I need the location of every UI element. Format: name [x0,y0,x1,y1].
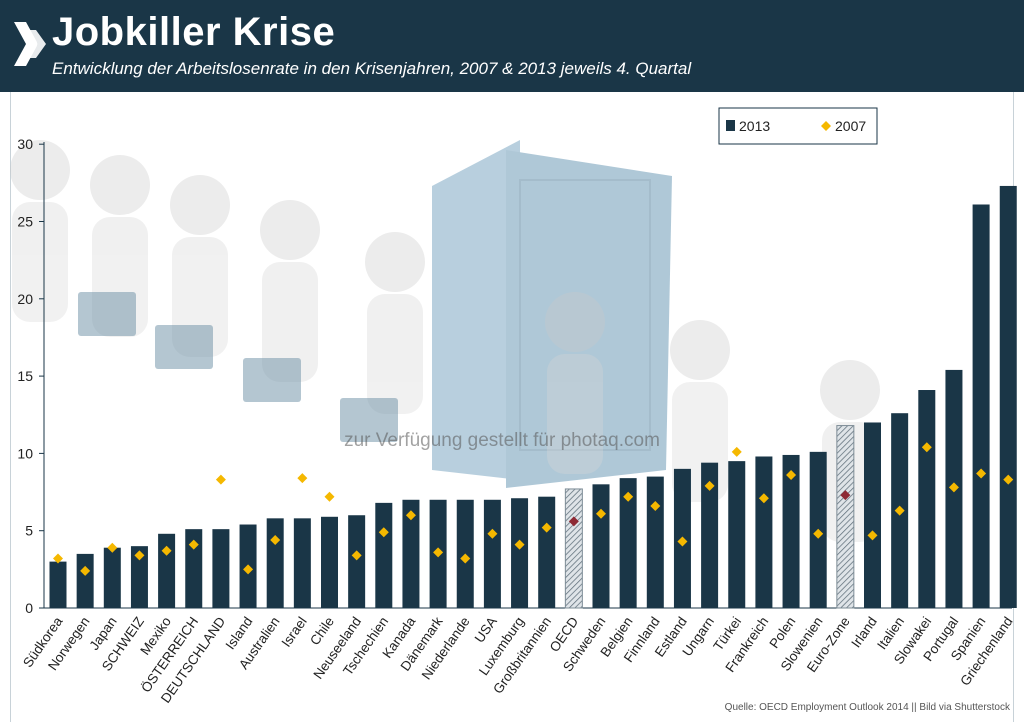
bar-2013 [103,547,121,608]
marker-2007 [270,534,281,545]
marker-2007 [677,536,688,547]
marker-2007 [297,473,308,484]
y-tick-label: 0 [25,600,33,616]
marker-2007 [568,516,579,527]
marker-2007 [650,500,661,511]
bar-2013 [212,529,230,608]
bar-2013 [918,390,936,608]
bar-2013 [538,496,556,608]
bar-2013 [564,488,583,609]
marker-2007 [623,491,634,502]
marker-2007 [80,565,91,576]
marker-2007 [324,491,335,502]
bar-2013 [158,533,176,608]
bar-2013 [619,478,637,608]
marker-2007 [758,493,769,504]
page-title: Jobkiller Krise [52,10,336,54]
marker-2007 [596,508,606,519]
markers-2007 [53,442,1014,576]
marker-2007 [134,550,145,561]
marker-2007 [107,542,118,553]
marker-2007 [53,553,63,564]
marker-2007 [161,545,172,556]
background-illustration [10,140,880,542]
legend-swatch-2007 [821,121,831,131]
bar-2013 [49,561,67,608]
marker-2007 [514,539,525,550]
bar-2013 [130,546,148,608]
marker-2007 [867,530,878,541]
legend-label-2013: 2013 [739,118,770,134]
watermark: zur Verfügung gestellt für photaq.com [344,430,660,451]
marker-2007 [894,505,905,516]
bar-2013 [836,425,855,609]
y-tick-label: 30 [17,136,33,152]
y-tick-label: 5 [25,523,33,539]
bar-2013 [864,422,881,608]
marker-2007 [786,470,797,481]
bar-2013 [511,498,529,608]
marker-2007 [976,468,987,479]
bar-2013 [348,515,366,608]
marker-2007 [378,527,389,538]
marker-2007 [487,528,498,539]
source-note: Quelle: OECD Employment Outlook 2014 || … [724,702,1010,713]
marker-2007 [351,550,362,561]
bar-2013 [483,499,501,608]
bar-2013 [321,516,338,608]
marker-2007 [215,474,226,485]
header-banner: Jobkiller Krise Entwicklung der Arbeitsl… [0,0,1024,92]
page-subtitle: Entwicklung der Arbeitslosenrate in den … [52,59,692,78]
bar-2013 [592,484,610,608]
marker-2007 [948,482,959,493]
marker-2007 [731,446,742,457]
marker-2007 [921,442,932,453]
bar-2013 [76,553,94,608]
bar-2013 [999,185,1017,608]
bar-2013 [755,456,773,608]
marker-2007 [813,528,824,539]
x-tick-label: Israel [279,614,310,650]
bar-2013 [375,502,393,608]
marker-2007 [460,553,471,564]
marker-2007 [433,547,444,558]
marker-2007 [1003,474,1014,485]
chart-legend: 2013 2007 [718,107,878,145]
x-axis-labels: SüdkoreaNorwegenJapanSCHWEIZMexikoÖSTERR… [20,614,1016,706]
double-chevron-icon [14,22,46,66]
bar-2013 [972,204,990,608]
bar-2013 [185,529,203,608]
legend-swatch-2013 [726,120,735,131]
marker-2007 [405,510,416,521]
marker-2007 [840,490,851,501]
bar-2013 [728,461,746,608]
y-tick-label: 25 [17,214,33,230]
y-tick-label: 20 [17,291,33,307]
y-tick-label: 15 [17,368,33,384]
marker-2007 [704,480,715,491]
bar-2013 [701,462,719,608]
marker-2007 [188,539,199,550]
y-tick-label: 10 [17,445,33,461]
bar-2013 [402,499,420,608]
marker-2007 [243,564,254,575]
bar-2013 [782,454,800,608]
marker-2007 [541,522,552,533]
bar-2013 [646,476,664,608]
bar-2013 [293,518,311,608]
bar-2013 [266,518,284,608]
legend-label-2007: 2007 [835,118,866,134]
